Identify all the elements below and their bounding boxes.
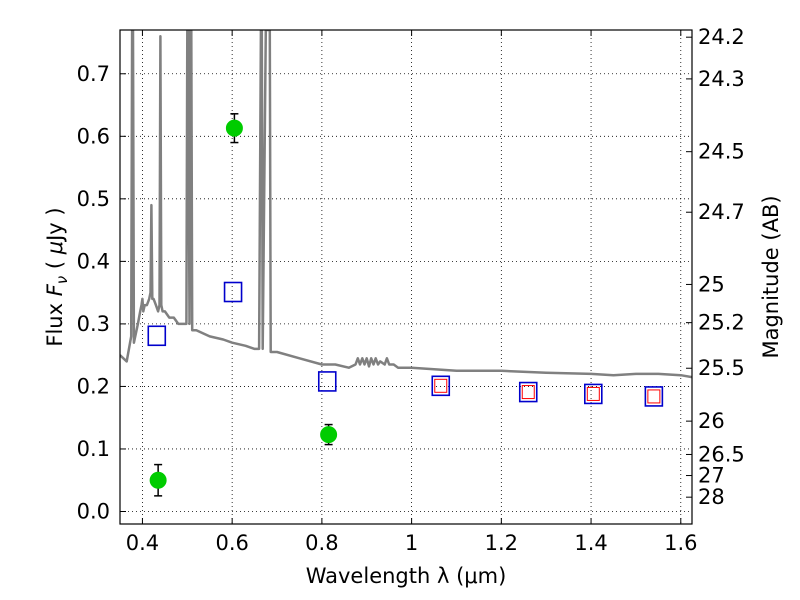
magnitude-tick-label: 24.2: [698, 25, 745, 49]
magnitude-tick-label: 25: [698, 272, 725, 296]
plot-background: [120, 30, 692, 524]
y-label-nu: ν: [53, 276, 71, 284]
x-tick-label: 0.8: [305, 531, 338, 555]
y-tick-label: 0.2: [77, 374, 110, 398]
x-axis-ticks: 0.4 0.6 0.8 1 1.2 1.4 1.6: [126, 30, 697, 555]
model-square-small: [521, 385, 535, 400]
photometry-point: [225, 119, 243, 137]
y-tick-label: 0.6: [77, 124, 110, 148]
magnitude-tick-label: 27: [698, 464, 725, 488]
spectrum-line: [120, 30, 692, 379]
magnitude-tick-label: 28: [698, 485, 725, 509]
magnitude-tick-label: 25.2: [698, 311, 745, 335]
model-square: [147, 325, 167, 347]
y-label-f: F: [43, 283, 67, 296]
model-square: [431, 375, 451, 397]
y-label-flux: Flux: [43, 296, 67, 346]
model-square-small: [647, 389, 661, 404]
x-tick-label: 1.6: [664, 531, 697, 555]
photometry-point: [149, 471, 167, 489]
photometry-point: [320, 426, 338, 444]
magnitude-tick-label: 24.3: [698, 67, 745, 91]
x-axis-label: Wavelength λ (μm): [306, 564, 507, 588]
x-tick-label: 0.6: [215, 531, 248, 555]
y-tick-label: 0.0: [77, 499, 110, 523]
x-tick-label: 1.4: [574, 531, 607, 555]
model-square-small: [434, 378, 448, 393]
y-label-mu: μ: [43, 241, 67, 255]
y-label-unit: Jy ): [43, 207, 67, 243]
y-axis-label: Flux Fν ( μJy ): [43, 207, 71, 346]
y-tick-label: 0.1: [77, 437, 110, 461]
y-tick-label: 0.7: [77, 62, 110, 86]
y-tick-label: 0.4: [77, 249, 110, 273]
magnitude-tick-label: 25.5: [698, 356, 745, 380]
gridlines: [120, 30, 692, 524]
markers-layer: [147, 113, 664, 497]
magnitude-axis-label: Magnitude (AB): [759, 195, 783, 358]
y-label-paren: (: [43, 254, 67, 276]
magnitude-tick-label: 26.5: [698, 442, 745, 466]
model-square: [317, 371, 337, 392]
series-layer: [120, 30, 692, 379]
magnitude-tick-label: 24.5: [698, 140, 745, 164]
model-square: [644, 386, 664, 407]
magnitude-tick-label: 24.7: [698, 200, 745, 224]
model-square: [584, 383, 603, 405]
x-tick-label: 1: [405, 531, 418, 555]
model-square: [518, 381, 538, 403]
x-tick-label: 0.4: [126, 531, 159, 555]
model-square-small: [586, 386, 600, 401]
y-tick-label: 0.5: [77, 187, 110, 211]
y-axis-ticks: 0.0 0.1 0.2 0.3 0.4 0.5 0.6 0.7: [77, 62, 126, 523]
model-square: [223, 281, 243, 303]
magnitude-tick-label: 26: [698, 409, 725, 433]
x-tick-label: 1.2: [485, 531, 518, 555]
y-tick-label: 0.3: [77, 312, 110, 336]
plot-frame: [119, 29, 693, 525]
